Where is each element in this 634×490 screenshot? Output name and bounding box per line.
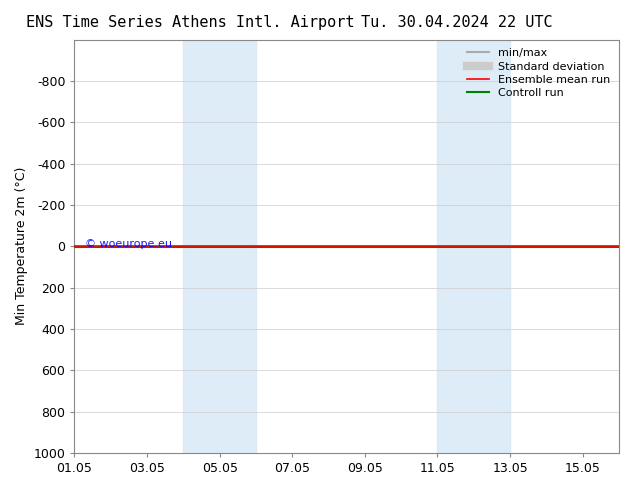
Legend: min/max, Standard deviation, Ensemble mean run, Controll run: min/max, Standard deviation, Ensemble me…	[463, 45, 614, 102]
Bar	[183, 40, 256, 453]
Text: © woeurope.eu: © woeurope.eu	[86, 239, 172, 249]
Text: Tu. 30.04.2024 22 UTC: Tu. 30.04.2024 22 UTC	[361, 15, 552, 30]
Text: ENS Time Series Athens Intl. Airport: ENS Time Series Athens Intl. Airport	[26, 15, 354, 30]
Y-axis label: Min Temperature 2m (°C): Min Temperature 2m (°C)	[15, 167, 28, 325]
Bar	[437, 40, 510, 453]
